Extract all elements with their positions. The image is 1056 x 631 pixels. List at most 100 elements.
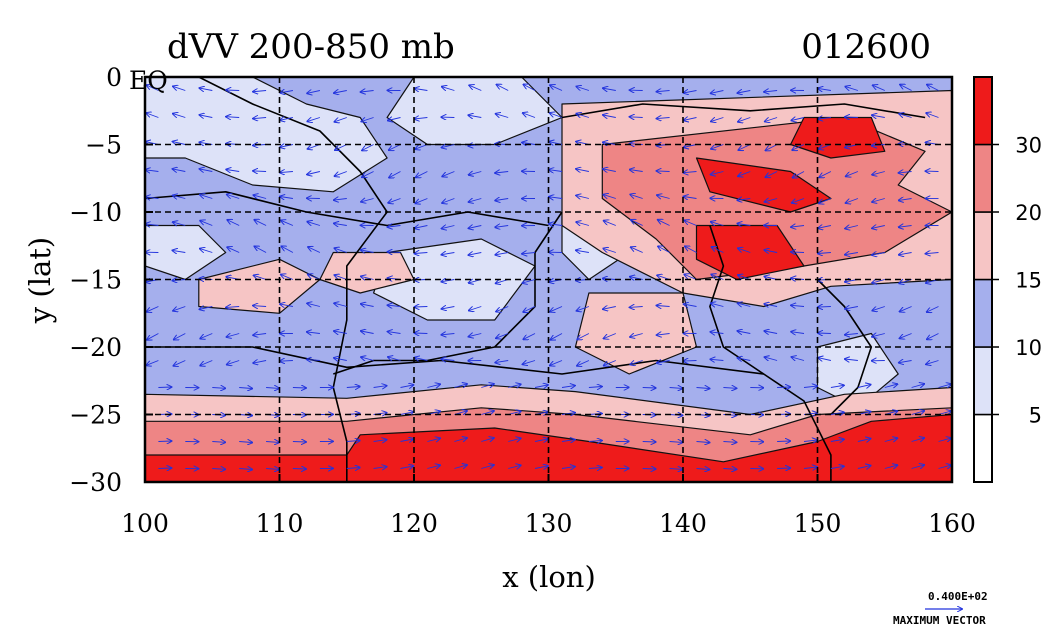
wind-vector-189 <box>469 334 482 337</box>
wind-vector-238 <box>561 440 575 442</box>
wind-vector-403 <box>857 439 871 442</box>
colorbar-swatch-5 <box>973 76 993 146</box>
wind-vector-335 <box>737 224 751 226</box>
wind-vector-67 <box>254 275 267 280</box>
wind-vector-253 <box>588 441 602 442</box>
wind-vector-1 <box>146 113 159 118</box>
y-tick-label-0: 0 <box>106 63 122 92</box>
wind-vector-394 <box>846 198 859 204</box>
wind-vector-416 <box>884 384 898 387</box>
wind-vector-141 <box>388 252 401 253</box>
wind-vector-208 <box>508 438 521 441</box>
wind-vector-100 <box>307 359 320 360</box>
wind-vector-245 <box>576 222 590 226</box>
wind-vector-387 <box>830 412 844 414</box>
x-tick-label-3: 130 <box>525 509 573 538</box>
wind-vector-206 <box>508 384 521 387</box>
wind-vector-379 <box>819 198 832 204</box>
wind-vector-123 <box>362 171 374 178</box>
wind-vector-93 <box>307 172 321 175</box>
wind-vector-308 <box>684 304 697 306</box>
wind-vector-78 <box>280 172 293 173</box>
wind-vector-323 <box>711 303 724 306</box>
wind-vector-24 <box>174 333 186 340</box>
wind-vector-195 <box>497 85 509 91</box>
wind-vector-11 <box>158 387 171 388</box>
wind-vector-158 <box>415 307 428 308</box>
wind-vector-179 <box>454 465 467 469</box>
wind-vector-383 <box>818 307 831 308</box>
wind-vector-410 <box>872 226 885 229</box>
wind-vector-271 <box>630 117 643 118</box>
wind-vector-364 <box>792 198 805 203</box>
wind-vector-430 <box>899 361 912 363</box>
wind-vector-127 <box>361 276 374 279</box>
wind-vector-301 <box>684 118 697 121</box>
wind-vector-91 <box>307 118 321 122</box>
wind-vector-46 <box>226 117 240 118</box>
y-tick-label-2: −10 <box>69 198 122 227</box>
wind-vector-183 <box>469 172 482 175</box>
wind-vector-173 <box>442 307 455 309</box>
wind-vector-385 <box>818 358 831 361</box>
wind-vector-429 <box>900 333 912 339</box>
wind-vector-112 <box>335 275 347 280</box>
wind-vector-348 <box>766 171 778 178</box>
wind-vector-351 <box>764 250 778 253</box>
wind-vector-274 <box>630 195 643 199</box>
wind-vector-203 <box>496 306 509 312</box>
wind-vector-140 <box>388 226 401 228</box>
wind-vector-339 <box>738 331 751 334</box>
wind-vector-23 <box>173 306 186 311</box>
wind-vector-293 <box>657 306 670 307</box>
wind-vector-181 <box>468 115 482 117</box>
wind-vector-180 <box>469 85 482 91</box>
x-tick-label-4: 140 <box>659 509 707 538</box>
y-tick-label-6: −30 <box>69 468 122 497</box>
wind-vector-194 <box>481 465 494 469</box>
wind-vector-399 <box>845 334 858 335</box>
wind-vector-373 <box>803 440 817 441</box>
wind-vector-304 <box>684 197 697 199</box>
x-tick-label-0: 100 <box>121 509 169 538</box>
wind-vector-155 <box>415 226 428 229</box>
wind-vector-216 <box>522 253 536 254</box>
equator-label: EQ <box>129 66 168 95</box>
wind-vector-236 <box>561 386 575 388</box>
wind-vector-131 <box>373 386 387 388</box>
wind-vector-174 <box>441 334 455 335</box>
wind-vector-133 <box>373 440 387 442</box>
wind-vector-412 <box>872 280 885 283</box>
wind-vector-336 <box>738 248 751 253</box>
wind-vector-168 <box>442 171 455 177</box>
wind-vector-315 <box>711 91 724 94</box>
field-region-4 <box>145 224 227 281</box>
wind-vector-338 <box>738 303 751 306</box>
wind-vector-444 <box>927 333 939 340</box>
wind-vector-355 <box>765 357 778 360</box>
wind-vector-90 <box>307 91 320 94</box>
wind-vector-237 <box>561 413 575 415</box>
y-tick-label-4: −20 <box>69 333 122 362</box>
wind-vector-419 <box>884 465 898 468</box>
wind-vector-83 <box>280 304 293 306</box>
wind-vector-223 <box>534 439 548 442</box>
wind-vector-170 <box>442 226 455 229</box>
wind-vector-345 <box>764 91 778 92</box>
wind-vector-5 <box>146 224 159 226</box>
chart-title: dVV 200-850 mb <box>167 27 455 67</box>
wind-vector-40 <box>200 360 213 366</box>
wind-vector-220 <box>523 361 536 365</box>
wind-vector-400 <box>845 359 858 361</box>
wind-vector-340 <box>738 358 751 361</box>
wind-vector-99 <box>307 332 320 334</box>
wind-vector-361 <box>791 118 805 121</box>
wind-vector-121 <box>361 117 374 122</box>
wind-vector-249 <box>577 333 590 340</box>
wind-vector-98 <box>307 303 321 306</box>
wind-vector-169 <box>442 198 455 204</box>
wind-vector-85 <box>280 361 293 362</box>
wind-vector-34 <box>200 195 213 199</box>
wind-vector-128 <box>361 304 374 307</box>
wind-vector-303 <box>684 172 697 173</box>
